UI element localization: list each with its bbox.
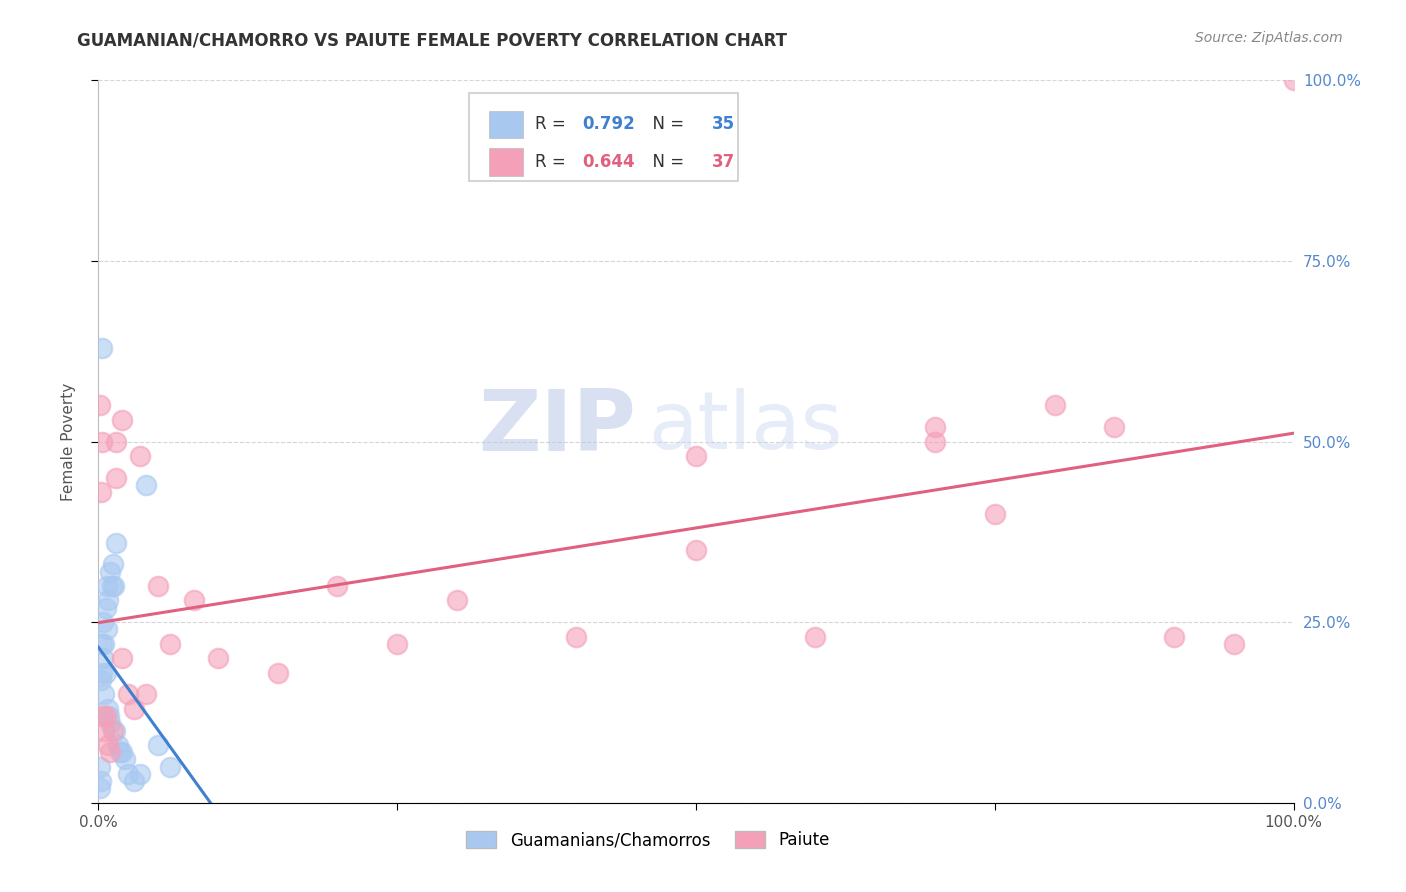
Y-axis label: Female Poverty: Female Poverty (60, 383, 76, 500)
Point (105, 434, 128, 449)
Point (1163, 630, 1185, 644)
Point (117, 767, 139, 781)
Point (90, 485, 112, 500)
Point (91, 637, 114, 651)
Point (565, 630, 588, 644)
Text: 0.792: 0.792 (582, 115, 636, 133)
Point (984, 507, 1007, 521)
Point (108, 745, 131, 759)
Point (148, 738, 170, 752)
Point (91, 709, 114, 723)
Point (1104, 420, 1126, 434)
Text: R =: R = (534, 115, 571, 133)
Point (135, 478, 157, 492)
Point (93, 723, 115, 738)
Point (1223, 637, 1246, 651)
Point (159, 760, 181, 774)
Point (103, 579, 125, 593)
Text: 0.644: 0.644 (582, 153, 636, 171)
Point (207, 651, 229, 665)
Point (924, 434, 946, 449)
Point (148, 579, 170, 593)
Point (90, 673, 112, 687)
Point (91, 341, 114, 355)
Point (98, 716, 122, 731)
Point (91, 665, 114, 680)
Point (111, 745, 134, 759)
Point (114, 752, 136, 766)
Point (124, 774, 146, 789)
Text: Source: ZipAtlas.com: Source: ZipAtlas.com (1195, 31, 1343, 45)
Bar (489, 148, 523, 176)
Point (98, 709, 121, 723)
Point (101, 558, 124, 572)
Point (685, 542, 707, 557)
Point (89, 781, 111, 796)
Point (96, 623, 118, 637)
Point (93, 637, 115, 651)
Point (91, 434, 114, 449)
Point (124, 702, 146, 716)
Point (135, 687, 157, 701)
Point (1282, 73, 1305, 87)
Text: N =: N = (643, 153, 689, 171)
Legend: Guamanians/Chamorros, Paiute: Guamanians/Chamorros, Paiute (460, 824, 837, 856)
Point (105, 535, 128, 549)
Point (685, 449, 707, 463)
Point (89, 760, 111, 774)
Point (267, 665, 290, 680)
Text: 35: 35 (711, 115, 734, 133)
Point (111, 651, 134, 665)
Point (129, 767, 152, 781)
Point (93, 687, 115, 701)
Point (91, 615, 114, 630)
Text: N =: N = (643, 115, 689, 133)
Point (94, 600, 117, 615)
Text: GUAMANIAN/CHAMORRO VS PAIUTE FEMALE POVERTY CORRELATION CHART: GUAMANIAN/CHAMORRO VS PAIUTE FEMALE POVE… (77, 31, 787, 49)
Point (101, 723, 124, 738)
Point (90, 774, 112, 789)
Point (1043, 398, 1066, 412)
Text: ZIP: ZIP (478, 385, 637, 468)
Point (94, 709, 117, 723)
Point (97, 738, 120, 752)
Point (89, 398, 111, 412)
Point (98, 565, 122, 579)
Point (97, 702, 120, 716)
Point (385, 637, 409, 651)
Point (111, 413, 134, 427)
Point (104, 723, 127, 738)
Point (96, 579, 118, 593)
Point (446, 593, 468, 607)
Point (159, 637, 181, 651)
FancyBboxPatch shape (470, 94, 738, 181)
Point (100, 579, 122, 593)
Text: R =: R = (534, 153, 571, 171)
Point (94, 665, 117, 680)
Point (98, 745, 122, 759)
Text: atlas: atlas (648, 388, 842, 467)
Bar (489, 111, 523, 138)
Point (183, 593, 205, 607)
Point (129, 449, 152, 463)
Point (97, 593, 120, 607)
Point (326, 579, 349, 593)
Point (804, 630, 827, 644)
Point (105, 470, 128, 484)
Point (924, 420, 946, 434)
Point (91, 651, 114, 665)
Point (117, 687, 139, 701)
Point (107, 738, 129, 752)
Text: 37: 37 (711, 153, 735, 171)
